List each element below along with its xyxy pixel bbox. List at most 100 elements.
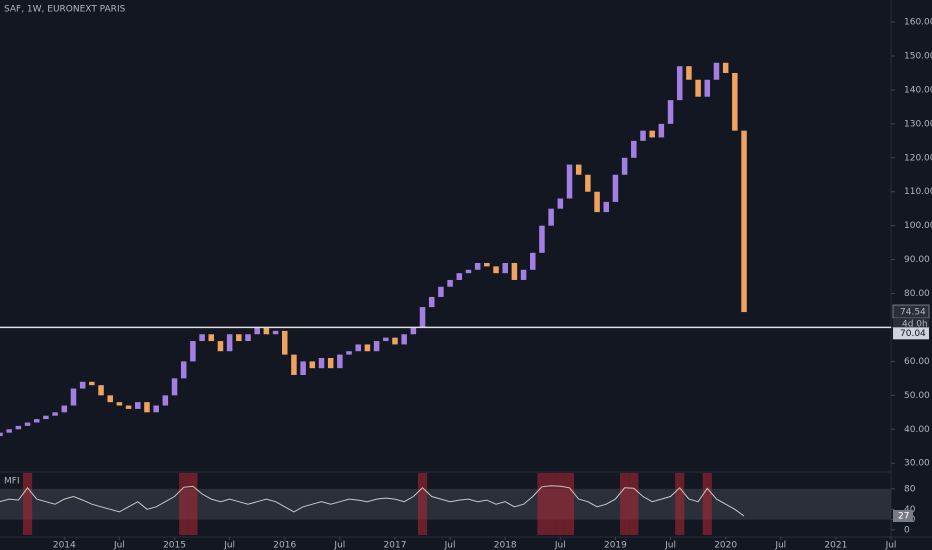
- candle: [603, 201, 610, 213]
- mfi-highlight: [702, 473, 712, 535]
- x-tick-label: Jul: [664, 541, 676, 550]
- candle: [428, 296, 435, 308]
- candle: [0, 432, 3, 437]
- candle: [667, 100, 674, 124]
- x-tick-label: 2017: [384, 541, 407, 550]
- candle: [79, 381, 86, 389]
- candle: [392, 337, 398, 345]
- candle: [658, 123, 665, 138]
- candle: [465, 269, 472, 274]
- candle: [318, 358, 325, 369]
- candle: [640, 130, 646, 141]
- candle: [484, 262, 490, 267]
- candle: [263, 327, 270, 335]
- candle: [199, 334, 205, 342]
- indicator-title: MFI: [4, 477, 20, 487]
- candle: [676, 66, 683, 101]
- candle: [401, 334, 407, 345]
- candle: [153, 405, 159, 413]
- candle: [180, 361, 187, 379]
- candle: [594, 191, 600, 213]
- candle: [144, 402, 150, 413]
- hline-box: [893, 327, 929, 340]
- x-tick-label: 2020: [714, 541, 737, 550]
- mfi-y-tick-label: 40: [904, 505, 916, 515]
- candle: [511, 262, 518, 280]
- x-tick-label: Jul: [113, 541, 125, 550]
- candle: [410, 327, 417, 335]
- y-tick-label: 160.00: [904, 18, 932, 28]
- candle: [24, 422, 31, 426]
- candle: [300, 361, 306, 375]
- x-tick-label: Jul: [333, 541, 345, 550]
- candle: [447, 279, 453, 287]
- candle: [226, 334, 233, 352]
- candle: [585, 174, 591, 192]
- candle: [135, 402, 141, 409]
- candle: [419, 307, 426, 328]
- candle: [15, 425, 22, 430]
- y-tick-label: 150.00: [904, 51, 932, 61]
- candle: [355, 344, 361, 352]
- y-tick-label: 90.00: [904, 255, 930, 265]
- hline-label: 70.04: [900, 329, 926, 339]
- mfi-highlight: [179, 473, 189, 535]
- candle: [548, 208, 554, 226]
- candle: [6, 429, 12, 433]
- mfi-line: [0, 485, 745, 517]
- x-tick-label: Jul: [554, 541, 566, 550]
- y-tick-label: 140.00: [904, 85, 932, 95]
- candle: [713, 62, 720, 80]
- candle: [171, 378, 178, 396]
- x-tick-label: 2019: [604, 541, 627, 550]
- mfi-highlight: [555, 473, 565, 535]
- x-tick-label: 2016: [273, 541, 296, 550]
- candle: [291, 354, 297, 375]
- x-tick-label: 2014: [53, 541, 76, 550]
- candle: [208, 334, 215, 342]
- y-tick-label: 50.00: [904, 391, 930, 401]
- y-tick-label: 80.00: [904, 289, 930, 299]
- candle: [621, 157, 628, 175]
- mfi-highlight: [675, 473, 685, 535]
- candle: [520, 269, 527, 280]
- y-tick-label: 30.00: [904, 459, 930, 469]
- candle: [631, 140, 637, 158]
- candle: [373, 341, 380, 352]
- x-tick-label: 2015: [163, 541, 186, 550]
- candle: [364, 344, 371, 352]
- candle: [502, 262, 508, 274]
- mfi-highlight: [629, 473, 639, 535]
- mfi-highlight: [537, 473, 547, 535]
- countdown-label: 4d 0h: [902, 320, 928, 330]
- last-price-label: 74.54: [900, 308, 926, 318]
- candle: [722, 62, 729, 73]
- chart-title: SAF, 1W, EURONEXT PARIS: [4, 5, 126, 15]
- x-tick-label: 2018: [494, 541, 517, 550]
- mfi-highlight: [188, 473, 198, 535]
- y-tick-label: 40.00: [904, 425, 930, 435]
- candle: [116, 402, 123, 406]
- candle: [456, 273, 463, 280]
- candle: [383, 337, 389, 342]
- candle: [704, 79, 711, 97]
- y-tick-label: 130.00: [904, 119, 932, 129]
- candle: [70, 388, 77, 406]
- y-tick-label: 110.00: [904, 187, 932, 197]
- y-tick-label: 100.00: [904, 221, 932, 231]
- mfi-highlight: [564, 473, 575, 535]
- candle: [337, 354, 343, 369]
- candle: [107, 395, 113, 403]
- mfi-last-label: 27: [898, 512, 909, 522]
- candle: [236, 334, 242, 342]
- candle: [557, 198, 564, 209]
- candle: [612, 174, 619, 202]
- countdown-box: [893, 318, 929, 330]
- candle: [281, 330, 288, 355]
- mfi-highlight: [22, 473, 33, 535]
- candle: [695, 79, 701, 97]
- y-tick-label: 60.00: [904, 357, 930, 367]
- candle: [162, 395, 169, 406]
- candle: [33, 419, 40, 423]
- mfi-highlight: [546, 473, 556, 535]
